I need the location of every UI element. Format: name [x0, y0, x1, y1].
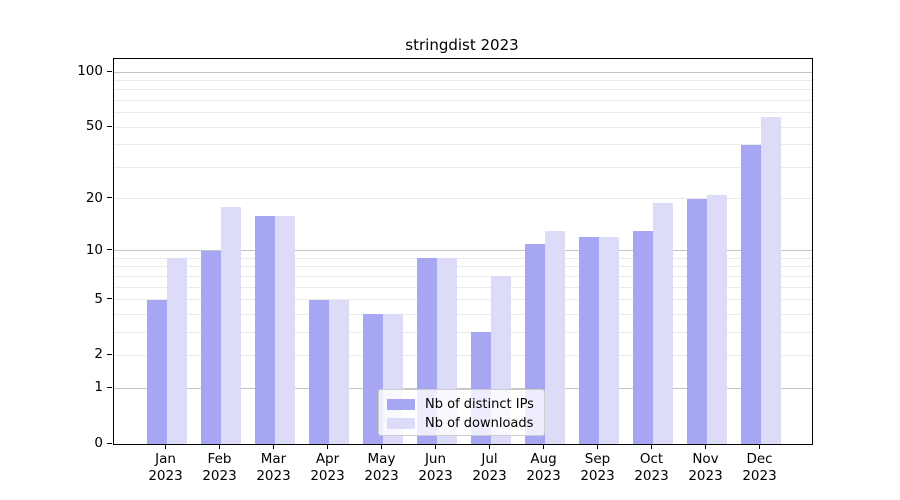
x-tick-may — [381, 444, 383, 449]
y-label-50: 50 — [85, 118, 103, 135]
x-label-jul: Jul 2023 — [472, 451, 507, 484]
chart-title: stringdist 2023 — [405, 36, 519, 54]
gridline-80 — [114, 89, 812, 91]
x-tick-feb — [219, 444, 221, 449]
bar-nov-downloads — [706, 194, 727, 444]
gridline-20 — [114, 198, 812, 200]
y-label-0: 0 — [94, 435, 103, 451]
y-label-1: 1 — [94, 379, 103, 396]
legend-swatch-downloads — [387, 418, 415, 429]
x-label-oct: Oct 2023 — [634, 451, 669, 484]
gridline-60 — [114, 112, 812, 114]
gridline-70 — [114, 99, 812, 101]
y-label-100: 100 — [77, 63, 103, 79]
bar-dec-downloads — [760, 116, 781, 444]
gridline-30 — [114, 166, 812, 168]
x-label-jun: Jun 2023 — [418, 451, 453, 484]
bar-mar-distinct-ips — [254, 215, 275, 444]
bar-apr-distinct-ips — [308, 299, 329, 444]
y-tick-20 — [107, 197, 112, 199]
gridline-40 — [114, 144, 812, 146]
bar-feb-distinct-ips — [200, 250, 221, 444]
y-tick-5 — [107, 298, 112, 300]
legend-swatch-distinct-ips — [387, 399, 415, 410]
x-label-dec: Dec 2023 — [742, 451, 777, 484]
gridline-50 — [114, 126, 812, 128]
gridline-6 — [114, 286, 812, 288]
bar-sep-distinct-ips — [578, 237, 599, 444]
bar-oct-downloads — [652, 202, 673, 444]
y-tick-1 — [107, 386, 112, 388]
bar-jan-distinct-ips — [146, 299, 167, 444]
x-label-may: May 2023 — [364, 451, 399, 484]
legend-label-distinct-ips: Nb of distinct IPs — [425, 397, 534, 412]
x-tick-nov — [705, 444, 707, 449]
gridline-10 — [114, 250, 812, 252]
y-label-20: 20 — [85, 189, 103, 206]
y-tick-0 — [107, 442, 112, 444]
legend-item-downloads: Nb of downloads — [387, 414, 536, 433]
gridline-5 — [114, 299, 812, 301]
bar-sep-downloads — [598, 237, 619, 444]
bar-dec-distinct-ips — [740, 144, 761, 444]
bar-nov-distinct-ips — [686, 198, 707, 444]
gridline-100 — [114, 71, 812, 73]
bar-jan-downloads — [166, 258, 187, 444]
bar-may-distinct-ips — [362, 314, 383, 444]
x-tick-dec — [759, 444, 761, 449]
plot-area — [113, 58, 813, 445]
x-tick-mar — [273, 444, 275, 449]
x-tick-oct — [651, 444, 653, 449]
gridline-7 — [114, 275, 812, 277]
gridline-8 — [114, 266, 812, 268]
x-tick-sep — [597, 444, 599, 449]
gridline-4 — [114, 313, 812, 315]
legend-item-distinct-ips: Nb of distinct IPs — [387, 395, 536, 414]
x-label-apr: Apr 2023 — [310, 451, 345, 484]
x-label-mar: Mar 2023 — [256, 451, 291, 484]
gridline-90 — [114, 79, 812, 81]
y-tick-50 — [107, 125, 112, 127]
bar-feb-downloads — [220, 206, 241, 444]
x-tick-apr — [327, 444, 329, 449]
gridline-3 — [114, 331, 812, 333]
gridline-2 — [114, 354, 812, 356]
y-tick-10 — [107, 249, 112, 251]
x-tick-jan — [165, 444, 167, 449]
x-tick-jul — [489, 444, 491, 449]
bar-apr-downloads — [328, 299, 349, 444]
x-tick-jun — [435, 444, 437, 449]
x-label-sep: Sep 2023 — [580, 451, 615, 484]
legend: Nb of distinct IPs Nb of downloads — [378, 389, 545, 436]
x-tick-aug — [543, 444, 545, 449]
bar-mar-downloads — [274, 215, 295, 444]
y-label-5: 5 — [94, 290, 103, 307]
y-label-2: 2 — [94, 346, 103, 363]
gridline-9 — [114, 257, 812, 259]
y-tick-2 — [107, 353, 112, 356]
x-label-feb: Feb 2023 — [202, 451, 237, 484]
y-label-10: 10 — [85, 241, 103, 258]
gridline-1 — [114, 387, 812, 389]
x-label-nov: Nov 2023 — [688, 451, 723, 484]
x-label-jan: Jan 2023 — [148, 451, 183, 484]
legend-label-downloads: Nb of downloads — [425, 416, 534, 431]
y-tick-100 — [107, 70, 112, 72]
bar-aug-downloads — [544, 231, 565, 444]
x-label-aug: Aug 2023 — [526, 451, 561, 484]
bar-oct-distinct-ips — [632, 231, 653, 444]
